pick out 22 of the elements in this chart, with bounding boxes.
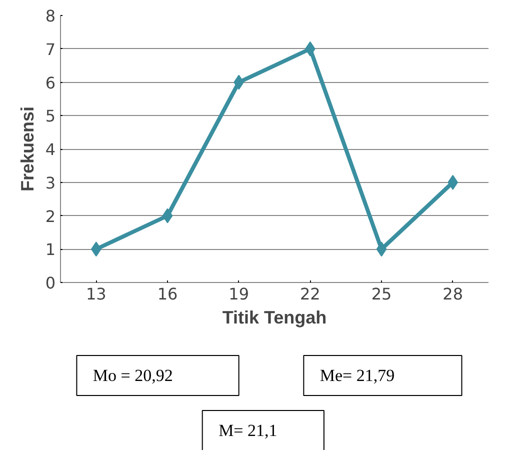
- text: Mo = 20,92: [92, 366, 173, 385]
- y-tick-label: 3: [45, 173, 56, 192]
- y-tick-label: 2: [45, 206, 56, 226]
- x-tick-label: 19: [228, 284, 250, 304]
- point: [376, 242, 387, 257]
- x-tick-label: 28: [442, 284, 464, 304]
- x-tick-label: 16: [157, 284, 178, 304]
- y-tick-label: 8: [45, 6, 56, 26]
- y-tick-label: 1: [45, 240, 56, 260]
- x-tick-label: 22: [300, 284, 320, 304]
- y-tick-label: 5: [45, 106, 56, 126]
- x-tick-label: 25: [371, 284, 392, 304]
- y-tick-label: 7: [45, 40, 56, 59]
- x-tick-label: 13: [86, 284, 106, 304]
- text: Me= 21,79: [320, 366, 395, 385]
- y-tick-label: 0: [45, 274, 56, 292]
- y-tick-label: 6: [45, 73, 56, 92]
- x-axis-title: Titik Tengah: [222, 308, 327, 328]
- point: [162, 208, 173, 224]
- y-tick-label: 4: [45, 140, 56, 159]
- text: M= 21,1: [218, 421, 278, 440]
- y-axis-title: Frekuensi: [17, 106, 38, 192]
